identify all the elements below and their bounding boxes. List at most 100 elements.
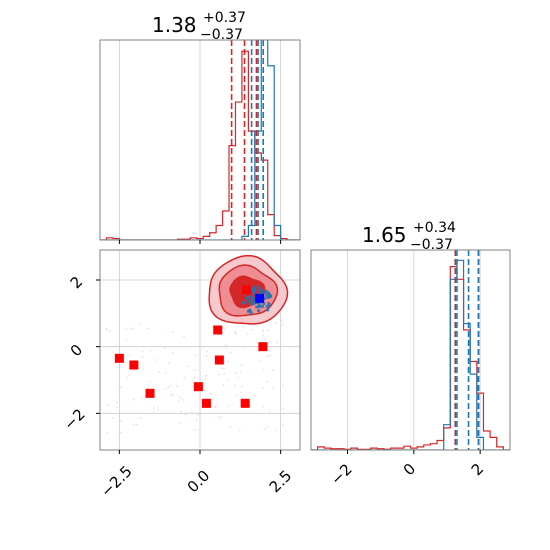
sample-point [219,367,222,369]
posterior-sample-point [245,296,249,300]
joint-xtick-label: −2.5 [97,462,135,500]
posterior-sample-point [259,290,263,294]
sample-point [195,354,197,357]
joint-ytick-label: 0 [67,341,86,360]
sample-point [238,429,241,432]
sample-point [106,431,108,434]
sample-point [164,388,166,390]
sample-point [139,322,141,325]
posterior-sample-point [262,302,266,306]
sample-point [183,335,185,338]
posterior-sample-point [264,293,269,298]
sample-point [226,379,229,382]
panel-clip-group [311,250,510,450]
sample-point [281,424,284,426]
sample-point [164,347,166,349]
red-square-marker [201,398,211,408]
sample-point [235,372,237,374]
joint-scatter-panel [96,249,301,454]
sample-point [239,371,242,373]
sample-point [262,405,264,408]
sample-point [250,405,253,407]
posterior-sample-point [250,296,255,300]
sample-point [177,400,180,402]
posterior-sample-point [249,302,253,306]
sample-point [193,376,196,379]
sample-point [164,372,167,374]
sample-point [148,380,151,383]
posterior-sample-point [249,298,253,303]
title-param2-upper: +0.34 [413,220,456,236]
sample-point [128,354,131,357]
sample-point [107,404,110,406]
sample-point [156,408,159,411]
sample-point [223,360,226,363]
sample-point [276,341,279,344]
sample-point [262,387,264,389]
sample-point [154,359,156,361]
red-square-marker [258,342,268,352]
sample-point [186,365,189,367]
sample-point [266,380,269,383]
sample-point [243,345,246,348]
sample-point [147,327,149,330]
sample-point [242,325,245,327]
posterior-sample-point [257,285,261,289]
sample-point [281,384,284,387]
sample-point [119,420,122,422]
red-square-marker [214,355,224,365]
sample-point [193,369,196,371]
posterior-sample-point [252,290,256,294]
sample-point [218,374,220,376]
sample-point [206,350,208,353]
sample-point [157,405,159,408]
sample-point [280,319,283,322]
hist2-xtick-label: 0 [400,460,419,479]
red-square-marker [242,285,252,295]
title-param1-lower: −0.37 [200,27,243,43]
sample-point [132,423,135,426]
posterior-sample-point [248,309,252,313]
sample-point [262,329,265,332]
sample-point [119,432,121,434]
sample-point [234,330,236,333]
posterior-sample-point [252,285,257,289]
sample-point [149,350,152,352]
posterior-sample-point [255,305,259,309]
sample-point [170,393,173,396]
title-param1-upper: +0.37 [203,10,246,26]
sample-point [240,364,243,367]
posterior-sample-point [240,301,245,305]
sample-point [196,413,199,416]
posterior-sample-point [264,289,268,293]
sample-point [229,426,232,429]
sample-point [130,328,132,330]
sample-point [141,350,144,353]
red-square-marker [193,382,203,392]
sample-point [239,391,242,394]
sample-point [272,387,274,390]
sample-point [269,354,272,357]
sample-point [262,334,264,337]
sample-point [114,345,117,347]
sample-point [142,368,145,371]
title-param2-lower: −0.37 [410,237,453,253]
sample-point [205,375,207,377]
sample-point [179,422,181,424]
posterior-sample-point [266,308,270,312]
sample-point [268,409,271,412]
sample-point [223,367,225,370]
sample-point [269,341,271,343]
sample-point [140,397,143,399]
sample-point [266,426,269,428]
sample-point [195,418,198,421]
sample-point [227,405,230,408]
sample-point [205,355,208,358]
sample-point [267,355,269,357]
hist2-xtick-label: 2 [468,460,487,479]
sample-point [141,356,144,358]
sample-point [263,369,265,371]
sample-point [282,407,284,410]
sample-point [120,431,123,434]
sample-point [170,384,172,387]
